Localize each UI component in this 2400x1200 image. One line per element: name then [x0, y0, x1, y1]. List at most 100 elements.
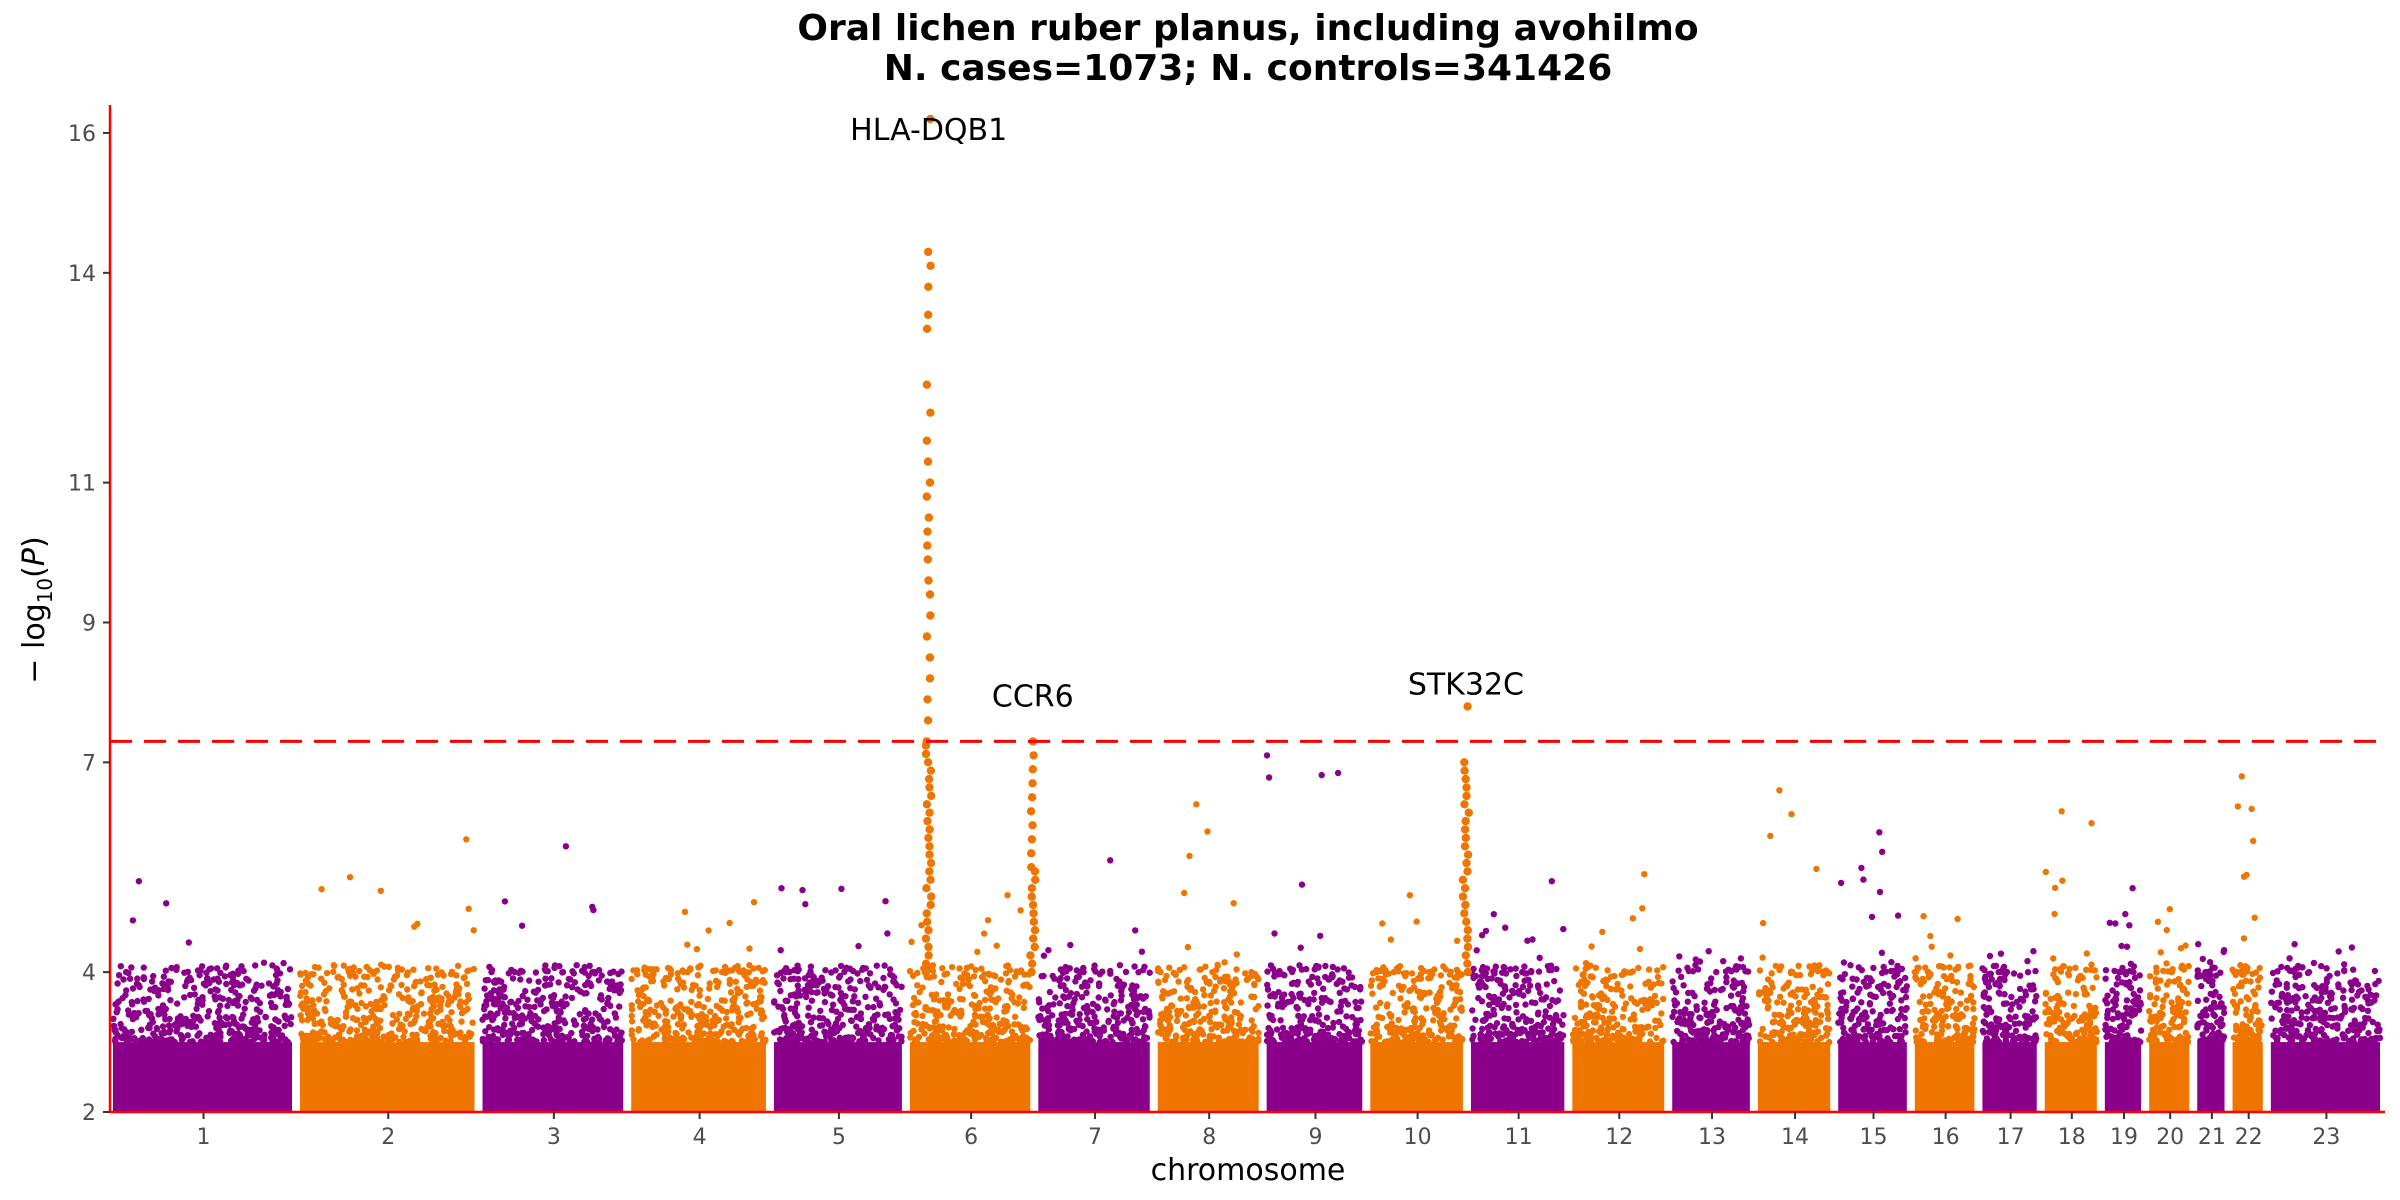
snp-point	[1479, 1025, 1486, 1033]
snp-point	[297, 989, 305, 996]
snp-point	[1536, 954, 1543, 961]
snp-point	[711, 1037, 718, 1045]
snp-point	[1879, 848, 1886, 855]
snp-point	[315, 964, 322, 971]
snp-point	[418, 1025, 425, 1033]
snp-point	[340, 1022, 347, 1030]
snp-point	[963, 971, 971, 978]
snp-point	[1506, 994, 1513, 1001]
snp-point	[1535, 968, 1543, 975]
snp-point	[323, 998, 330, 1005]
snp-point	[847, 985, 854, 992]
snp-point	[2125, 1019, 2133, 1026]
snp-point	[957, 974, 964, 981]
snp-point	[872, 995, 880, 1002]
snp-point	[2112, 995, 2119, 1002]
snp-point	[1367, 1030, 1374, 1037]
snp-point	[726, 980, 733, 987]
snp-point	[1323, 1014, 1331, 1021]
snp-point	[1036, 1016, 1043, 1024]
snp-point	[1264, 986, 1272, 993]
snp-point	[805, 971, 812, 979]
snp-point	[483, 992, 491, 999]
snp-point	[761, 979, 768, 986]
snp-point	[1884, 982, 1892, 990]
snp-point	[983, 988, 990, 995]
snp-point	[451, 994, 458, 1001]
snp-point	[943, 970, 951, 977]
snp-point	[1600, 994, 1607, 1001]
snp-point	[1854, 989, 1861, 996]
snp-point	[1279, 1030, 1287, 1038]
snp-point	[427, 1035, 435, 1043]
snp-point	[1343, 1013, 1350, 1020]
snp-point	[310, 1034, 317, 1041]
snp-point	[2216, 993, 2223, 1001]
snp-point	[1880, 989, 1887, 997]
snp-point	[613, 982, 620, 989]
snp-point	[807, 1019, 815, 1026]
snp-point	[642, 971, 650, 978]
snp-point	[1387, 936, 1395, 943]
snp-point	[938, 978, 945, 986]
snp-point	[878, 1030, 886, 1038]
snp-point	[509, 975, 517, 982]
snp-point	[363, 963, 370, 971]
snp-point	[1327, 998, 1334, 1006]
snp-point	[568, 984, 576, 991]
snp-point	[833, 1008, 840, 1015]
snp-point	[270, 1036, 277, 1044]
snp-point	[320, 991, 328, 998]
snp-point	[155, 1011, 162, 1018]
snp-point	[302, 969, 309, 977]
snp-point	[972, 1013, 979, 1020]
snp-point	[2058, 808, 2065, 815]
snp-point	[1197, 966, 1205, 973]
snp-point	[1288, 1025, 1295, 1032]
snp-point	[518, 1012, 526, 1019]
snp-point	[1947, 952, 1954, 959]
snp-point	[744, 976, 751, 983]
snp-point	[241, 1005, 248, 1012]
snp-point	[1526, 982, 1534, 989]
snp-point	[1979, 965, 1986, 972]
snp-point	[718, 997, 725, 1004]
snp-point	[1285, 1034, 1293, 1041]
snp-point	[956, 1032, 963, 1039]
snp-point	[1744, 1032, 1752, 1039]
snp-point	[1631, 1023, 1639, 1030]
snp-point	[738, 968, 745, 976]
snp-point	[1549, 1020, 1557, 1028]
snp-point	[919, 984, 926, 991]
snp-point	[1560, 1012, 1567, 1019]
snp-point	[582, 1015, 590, 1022]
snp-point	[1163, 1005, 1171, 1013]
snp-point	[862, 993, 869, 1000]
snp-point	[1671, 997, 1678, 1004]
snp-point	[803, 993, 810, 1001]
snp-point	[1952, 1022, 1960, 1030]
snp-point	[243, 975, 250, 982]
snp-point	[832, 983, 839, 991]
snp-point	[1788, 811, 1795, 818]
snp-point	[605, 1036, 612, 1043]
baseline-band	[2232, 1042, 2263, 1112]
snp-point	[540, 1036, 548, 1044]
snp-point	[941, 1002, 948, 1009]
snp-point	[1406, 892, 1414, 899]
snp-point	[1769, 1038, 1776, 1046]
snp-point	[297, 1012, 304, 1019]
snp-point	[2239, 1021, 2246, 1028]
snp-point	[691, 1037, 699, 1044]
snp-point	[1499, 969, 1506, 976]
snp-point	[1592, 964, 1600, 971]
snp-point	[2083, 950, 2090, 957]
snp-point	[1704, 981, 1711, 988]
snp-point	[1072, 978, 1079, 985]
snp-point	[2330, 1037, 2337, 1044]
snp-point	[2007, 1006, 2015, 1013]
snp-point	[2194, 1024, 2201, 1031]
baseline-band	[2149, 1042, 2190, 1112]
snp-point	[2010, 970, 2018, 977]
snp-point	[819, 1022, 826, 1029]
